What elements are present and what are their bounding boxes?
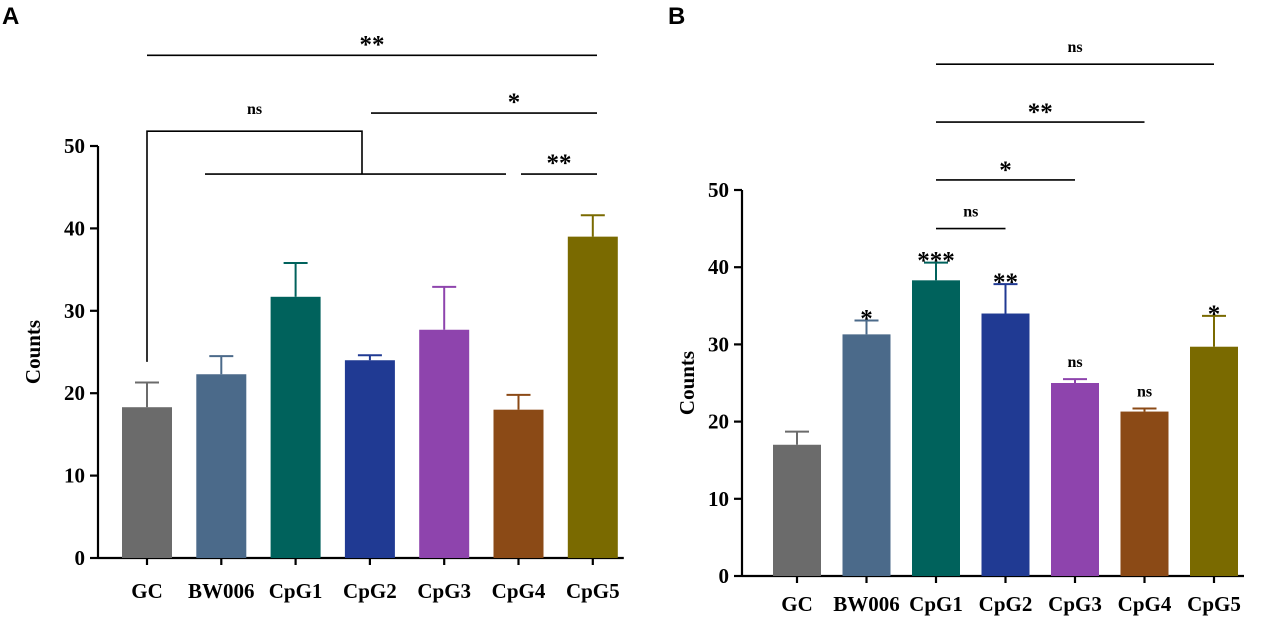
bar-cpg4 [1120, 411, 1169, 576]
category-label: CpG1 [909, 592, 963, 616]
bar-cpg2 [981, 313, 1030, 576]
bar-cpg3 [419, 329, 470, 558]
significance-annotation: ** [993, 269, 1018, 296]
category-label: BW006 [833, 592, 900, 616]
y-tick-label: 0 [719, 564, 730, 588]
y-tick-label: 40 [708, 255, 729, 279]
y-axis-title: Counts [675, 351, 699, 415]
category-label: CpG5 [566, 579, 620, 603]
significance-label: ** [1028, 99, 1053, 126]
significance-label: ** [547, 150, 572, 177]
ns-annotation: ns [1067, 354, 1082, 371]
y-tick-label: 30 [64, 299, 85, 323]
y-tick-label: 40 [64, 216, 85, 240]
category-label: CpG1 [269, 579, 323, 603]
category-label: CpG4 [492, 579, 546, 603]
ns-label: ns [1067, 39, 1082, 56]
bar-cpg1 [270, 296, 321, 558]
y-tick-label: 50 [708, 178, 729, 202]
category-label: CpG3 [417, 579, 471, 603]
y-axis-title: Counts [21, 320, 45, 384]
panel-a-chart: 0 10 20 30 40 50 Counts GC BW006 CpG1 CpG2 CpG3 CpG4… [21, 31, 624, 603]
y-tick-label: 0 [75, 546, 86, 570]
ns-annotation: ns [1137, 383, 1152, 400]
ns-label: ns [963, 204, 978, 221]
y-tick-label: 20 [708, 410, 729, 434]
bar-cpg5 [1190, 346, 1238, 576]
significance-label: * [999, 157, 1012, 184]
significance-annotation: * [1208, 301, 1221, 328]
ns-label: ns [247, 101, 262, 118]
y-tick-label: 20 [64, 381, 85, 405]
panel-b-letter: B [668, 3, 685, 30]
comparison-bracket [146, 130, 363, 362]
category-label: CpG2 [979, 592, 1033, 616]
category-label: BW006 [188, 579, 255, 603]
bar-cpg4 [493, 409, 544, 558]
bar-gc [773, 444, 821, 576]
significance-label: ** [360, 31, 385, 58]
bar-cpg1 [912, 280, 960, 576]
category-label: CpG4 [1118, 592, 1172, 616]
category-label: CpG2 [343, 579, 397, 603]
category-label: GC [781, 592, 813, 616]
significance-annotation: * [860, 305, 873, 332]
category-label: CpG3 [1048, 592, 1102, 616]
bar-cpg5 [567, 236, 618, 558]
y-tick-label: 30 [708, 332, 729, 356]
bar-gc [122, 407, 172, 558]
significance-annotation: *** [917, 248, 955, 275]
y-tick-label: 10 [708, 487, 729, 511]
y-tick-label: 50 [64, 134, 85, 158]
bar-bw006 [842, 334, 891, 576]
bar-bw006 [196, 374, 247, 558]
category-label: CpG5 [1187, 592, 1241, 616]
panel-a-letter: A [2, 3, 19, 30]
y-tick-label: 10 [64, 464, 85, 488]
bar-cpg3 [1051, 383, 1099, 576]
bar-cpg2 [344, 360, 395, 558]
category-label: GC [131, 579, 163, 603]
significance-label: * [508, 89, 521, 116]
